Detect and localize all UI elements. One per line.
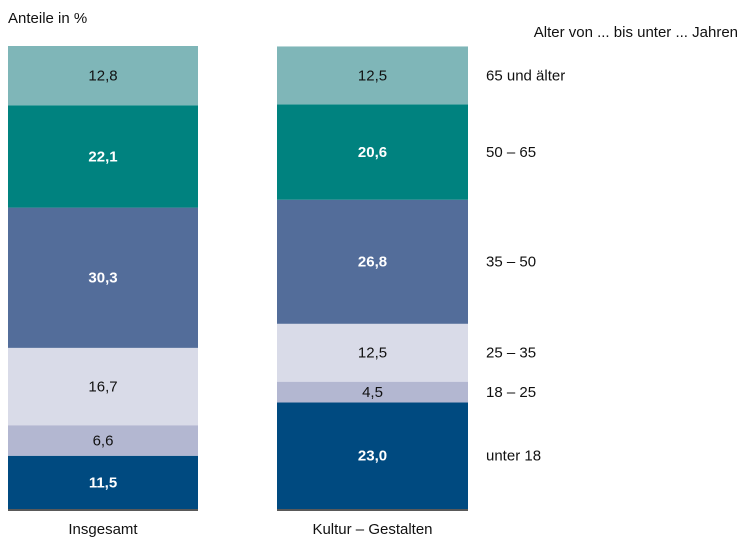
bar-segment: [8, 425, 198, 456]
value-label: 12,5: [358, 67, 387, 84]
bar-segment: [277, 104, 468, 200]
value-label: 12,5: [358, 345, 387, 362]
value-label: 23,0: [358, 448, 387, 465]
value-label: 16,7: [88, 379, 117, 396]
bar-segment: [8, 105, 198, 208]
legend-label: 65 und älter: [486, 67, 565, 84]
legend-label: 25 – 35: [486, 345, 536, 362]
legend-label: unter 18: [486, 448, 541, 465]
bar-segment: [277, 46, 468, 105]
bar-segment: [277, 381, 468, 403]
value-label: 26,8: [358, 254, 387, 271]
bar-segment: [8, 46, 198, 106]
y-axis-label: Anteile in %: [8, 10, 87, 27]
bar-segment: [277, 402, 468, 509]
value-label: 30,3: [88, 270, 117, 287]
bar-segment: [277, 323, 468, 382]
value-label: 4,5: [362, 384, 383, 401]
value-label: 12,8: [88, 68, 117, 85]
value-label: 6,6: [93, 432, 114, 449]
bar-segment: [8, 207, 198, 348]
x-tick-label: Insgesamt: [68, 521, 138, 538]
value-label: 11,5: [89, 474, 117, 491]
x-tick-label: Kultur – Gestalten: [312, 521, 432, 538]
bar-segment: [8, 455, 198, 509]
value-label: 22,1: [88, 148, 117, 165]
legend-label: 35 – 50: [486, 254, 536, 271]
legend-label: 18 – 25: [486, 384, 536, 401]
legend-title: Alter von ... bis unter ... Jahren: [534, 24, 738, 41]
bar-segment: [8, 347, 198, 426]
legend-label: 50 – 65: [486, 144, 536, 161]
bar-segment: [277, 199, 468, 324]
value-label: 20,6: [358, 144, 387, 161]
